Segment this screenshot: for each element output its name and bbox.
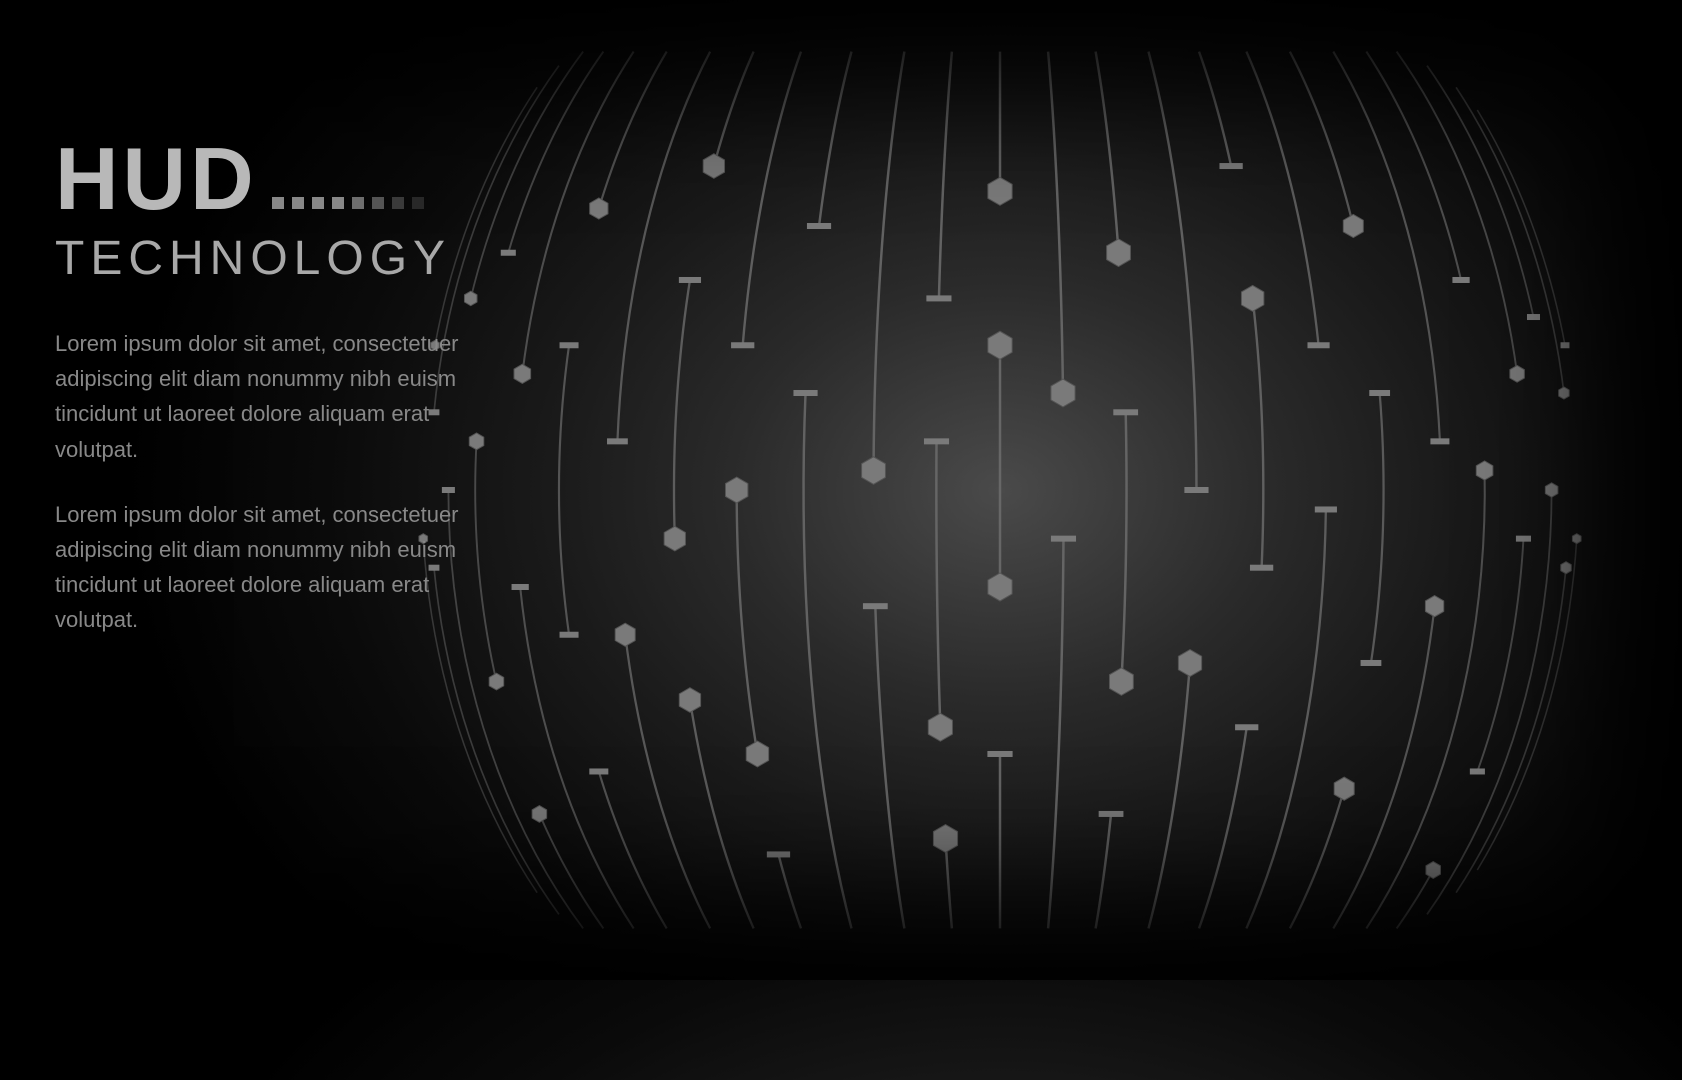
paragraph-1: Lorem ipsum dolor sit amet, consectetuer… — [55, 326, 475, 467]
title-main: HUD — [55, 135, 258, 223]
circuit-sphere-graphic — [400, 0, 1600, 1080]
title-sub: TECHNOLOGY — [55, 231, 475, 286]
title-dot — [332, 197, 344, 209]
body-text: Lorem ipsum dolor sit amet, consectetuer… — [55, 326, 475, 638]
text-block: HUD TECHNOLOGY Lorem ipsum dolor sit ame… — [55, 135, 475, 638]
title-dot — [352, 197, 364, 209]
title-row: HUD — [55, 135, 475, 223]
paragraph-2: Lorem ipsum dolor sit amet, consectetuer… — [55, 497, 475, 638]
title-dot — [312, 197, 324, 209]
title-dot — [372, 197, 384, 209]
title-dots — [272, 196, 432, 214]
title-dot — [292, 197, 304, 209]
title-dot — [272, 197, 284, 209]
title-dot — [412, 197, 424, 209]
title-dot — [392, 197, 404, 209]
